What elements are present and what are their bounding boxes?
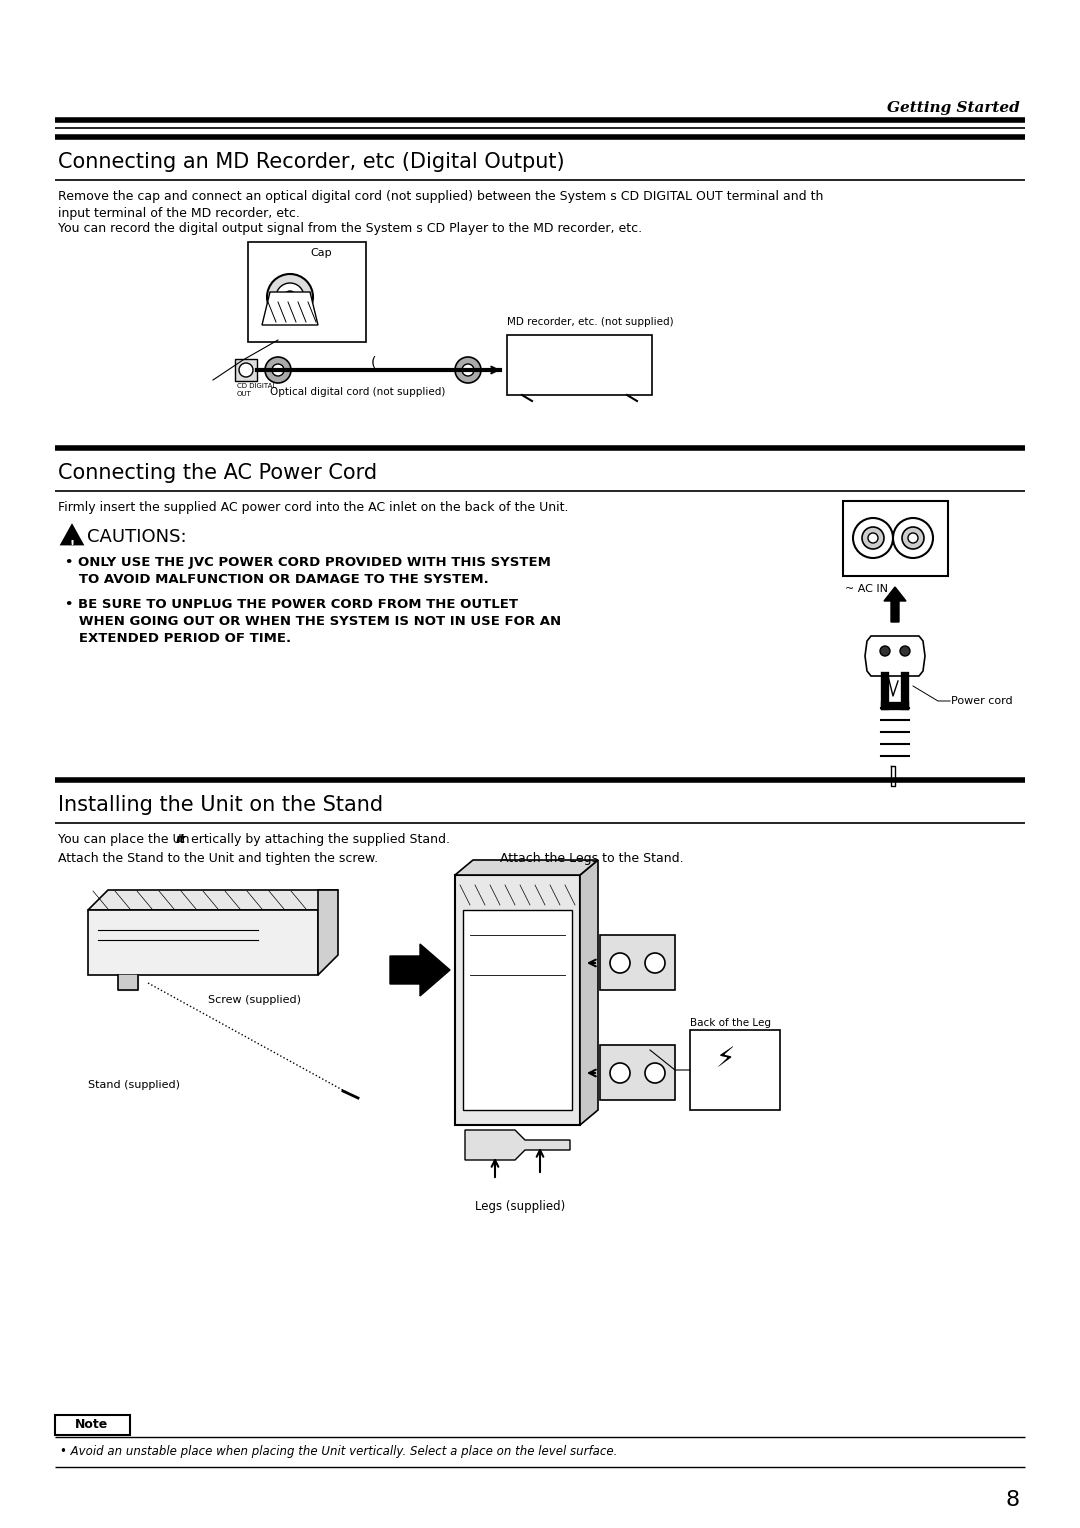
Text: input terminal of the MD recorder, etc.: input terminal of the MD recorder, etc.	[58, 206, 300, 220]
Circle shape	[902, 527, 924, 549]
Bar	[55, 1415, 130, 1435]
Text: Getting Started: Getting Started	[888, 101, 1020, 115]
Text: You can record the digital output signal from the System s CD Player to the MD r: You can record the digital output signal…	[58, 222, 643, 235]
Polygon shape	[118, 975, 138, 990]
Circle shape	[284, 290, 296, 303]
Text: WHEN GOING OUT OR WHEN THE SYSTEM IS NOT IN USE FOR AN: WHEN GOING OUT OR WHEN THE SYSTEM IS NOT…	[65, 614, 562, 628]
Text: Screw (supplied): Screw (supplied)	[208, 995, 301, 1005]
Text: Connecting the AC Power Cord: Connecting the AC Power Cord	[58, 463, 377, 483]
Text: Installing the Unit on the Stand: Installing the Unit on the Stand	[58, 795, 383, 814]
Circle shape	[265, 358, 291, 384]
Bar	[248, 241, 366, 342]
Polygon shape	[865, 636, 924, 675]
Text: Back of the Leg: Back of the Leg	[690, 1018, 771, 1028]
FancyArrow shape	[390, 944, 450, 996]
Text: CAUTIONS:: CAUTIONS:	[87, 529, 187, 545]
Text: Remove the cap and connect an optical digital cord (not supplied) between the Sy: Remove the cap and connect an optical di…	[58, 189, 823, 203]
FancyArrow shape	[885, 587, 906, 622]
Text: MD recorder, etc. (not supplied): MD recorder, etc. (not supplied)	[507, 316, 674, 327]
Circle shape	[880, 646, 890, 656]
Circle shape	[462, 364, 474, 376]
Circle shape	[900, 646, 910, 656]
Text: You can place the Un: You can place the Un	[58, 833, 189, 847]
Text: ertically by attaching the supplied Stand.: ertically by attaching the supplied Stan…	[191, 833, 450, 847]
Polygon shape	[318, 889, 338, 975]
Polygon shape	[580, 860, 598, 1125]
Circle shape	[645, 953, 665, 973]
Circle shape	[610, 1063, 630, 1083]
Text: ⚡: ⚡	[715, 1045, 734, 1073]
Circle shape	[853, 518, 893, 558]
Text: ~ AC IN: ~ AC IN	[845, 584, 888, 594]
Text: ıt: ıt	[176, 833, 186, 847]
Bar	[600, 935, 675, 990]
Text: Power cord: Power cord	[951, 695, 1013, 706]
Circle shape	[239, 364, 253, 377]
Text: Stand (supplied): Stand (supplied)	[87, 1080, 180, 1089]
Text: Note: Note	[76, 1418, 109, 1432]
Text: (: (	[370, 356, 376, 370]
Circle shape	[645, 1063, 665, 1083]
Text: EXTENDED PERIOD OF TIME.: EXTENDED PERIOD OF TIME.	[65, 633, 292, 645]
Bar	[455, 876, 580, 1125]
Text: Legs (supplied): Legs (supplied)	[475, 1199, 565, 1213]
Circle shape	[267, 274, 313, 319]
Polygon shape	[87, 911, 318, 975]
Circle shape	[893, 518, 933, 558]
Bar	[463, 911, 572, 1109]
Text: Cap: Cap	[310, 248, 332, 258]
Circle shape	[868, 533, 878, 542]
Text: Firmly insert the supplied AC power cord into the AC inlet on the back of the Un: Firmly insert the supplied AC power cord…	[58, 501, 568, 513]
Polygon shape	[465, 1131, 570, 1160]
Circle shape	[610, 953, 630, 973]
Text: CD DIGITAL
OUT: CD DIGITAL OUT	[237, 384, 276, 396]
Text: Attach the Legs to the Stand.: Attach the Legs to the Stand.	[500, 853, 684, 865]
Bar	[690, 1030, 780, 1109]
Text: Attach the Stand to the Unit and tighten the screw.: Attach the Stand to the Unit and tighten…	[58, 853, 378, 865]
Circle shape	[862, 527, 885, 549]
Polygon shape	[62, 526, 82, 544]
Text: • BE SURE TO UNPLUG THE POWER CORD FROM THE OUTLET: • BE SURE TO UNPLUG THE POWER CORD FROM …	[65, 597, 518, 611]
Circle shape	[272, 364, 284, 376]
Text: • ONLY USE THE JVC POWER CORD PROVIDED WITH THIS SYSTEM: • ONLY USE THE JVC POWER CORD PROVIDED W…	[65, 556, 551, 568]
Polygon shape	[87, 889, 338, 911]
Circle shape	[908, 533, 918, 542]
Bar	[507, 335, 652, 396]
Text: Connecting an MD Recorder, etc (Digital Output): Connecting an MD Recorder, etc (Digital …	[58, 151, 565, 173]
Circle shape	[276, 283, 303, 312]
Text: !: !	[69, 539, 75, 550]
Polygon shape	[262, 292, 318, 325]
Bar	[600, 1045, 675, 1100]
Text: • Avoid an unstable place when placing the Unit vertically. Select a place on th: • Avoid an unstable place when placing t…	[60, 1445, 618, 1458]
Text: TO AVOID MALFUNCTION OR DAMAGE TO THE SYSTEM.: TO AVOID MALFUNCTION OR DAMAGE TO THE SY…	[65, 573, 489, 587]
Bar	[235, 359, 257, 380]
Circle shape	[455, 358, 481, 384]
Text: Optical digital cord (not supplied): Optical digital cord (not supplied)	[270, 387, 445, 397]
Bar	[843, 501, 948, 576]
Text: 8: 8	[1005, 1490, 1020, 1510]
Polygon shape	[455, 860, 598, 876]
